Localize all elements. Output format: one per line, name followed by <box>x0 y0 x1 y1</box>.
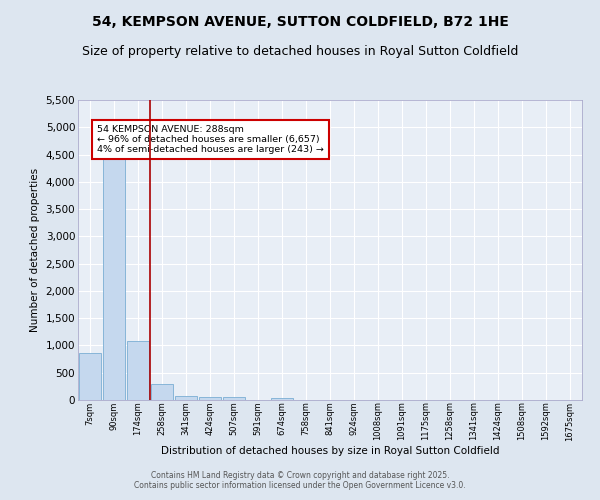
Text: Contains HM Land Registry data © Crown copyright and database right 2025.
Contai: Contains HM Land Registry data © Crown c… <box>134 470 466 490</box>
Bar <box>271 398 293 400</box>
Bar <box>199 396 221 400</box>
Text: 54 KEMPSON AVENUE: 288sqm
← 96% of detached houses are smaller (6,657)
4% of sem: 54 KEMPSON AVENUE: 288sqm ← 96% of detac… <box>97 124 324 154</box>
X-axis label: Distribution of detached houses by size in Royal Sutton Coldfield: Distribution of detached houses by size … <box>161 446 499 456</box>
Bar <box>151 384 173 400</box>
Text: Size of property relative to detached houses in Royal Sutton Coldfield: Size of property relative to detached ho… <box>82 45 518 58</box>
Bar <box>223 398 245 400</box>
Bar <box>127 341 149 400</box>
Y-axis label: Number of detached properties: Number of detached properties <box>30 168 40 332</box>
Bar <box>175 396 197 400</box>
Text: 54, KEMPSON AVENUE, SUTTON COLDFIELD, B72 1HE: 54, KEMPSON AVENUE, SUTTON COLDFIELD, B7… <box>92 15 508 29</box>
Bar <box>79 352 101 400</box>
Bar <box>103 150 125 400</box>
